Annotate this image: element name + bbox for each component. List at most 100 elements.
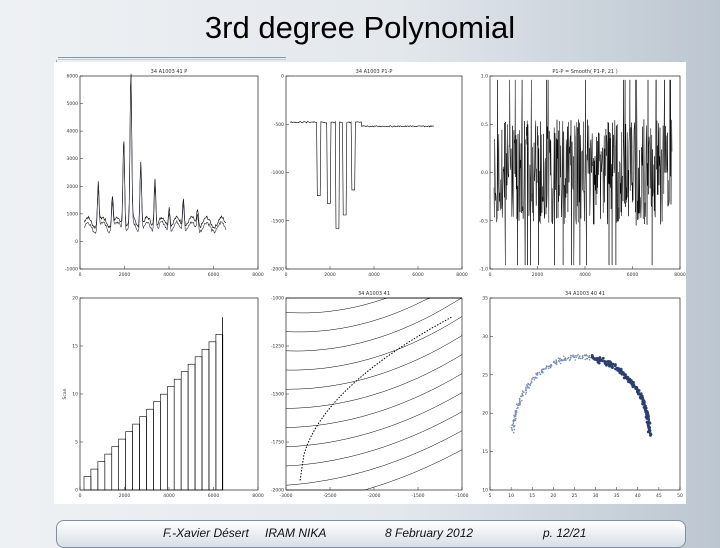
scatter-point (581, 357, 583, 360)
ytick-label: 5 (75, 440, 78, 446)
contour-curve (286, 335, 463, 390)
xtick-label: -1000 (455, 493, 468, 499)
scatter-point (555, 359, 557, 362)
scan-step-bar (167, 386, 175, 491)
contour-curve (285, 297, 462, 333)
xtick-label: 2000 (324, 272, 336, 278)
scatter-point (514, 411, 517, 414)
scatter-point (557, 357, 560, 360)
contour-curve (285, 392, 463, 448)
ytick-label: 1.0 (481, 74, 488, 80)
scatter-point (632, 380, 635, 384)
ytick-label: 20 (72, 296, 78, 302)
scatter-point (577, 357, 580, 360)
ytick-label: 0.5 (481, 122, 488, 128)
ytick-label: -1500 (271, 218, 284, 224)
plot-frame-5 (285, 297, 463, 491)
plot-title-2: 34 A1003 P1-P (356, 69, 393, 75)
ytick-label: -1.0 (479, 267, 488, 273)
scan-step-bar (173, 378, 182, 491)
ytick-label: 1000 (67, 211, 79, 217)
scatter-point (627, 380, 630, 384)
scatter-point (511, 429, 513, 432)
ytick-label: 0.0 (481, 170, 488, 176)
spectrum-trace (83, 78, 227, 234)
scan-step-bar (97, 461, 106, 491)
scatter-point (525, 391, 528, 394)
scan-step-bar (125, 431, 133, 491)
ytick-label: 0 (281, 74, 284, 80)
scatter-point (516, 403, 518, 406)
scatter-point (558, 359, 560, 362)
xtick-label: 6000 (208, 272, 220, 278)
scatter-point (572, 355, 574, 358)
scatter-point (536, 377, 538, 379)
scan-step-bar (139, 416, 147, 491)
scatter-point (577, 353, 579, 356)
xtick-label: 8000 (252, 493, 264, 499)
title-underline-shadow (58, 59, 286, 60)
xtick-label: 35 (614, 493, 620, 499)
scatter-point (521, 399, 523, 402)
contour-curve (285, 430, 463, 486)
ytick-label: 3000 (67, 156, 79, 162)
scatter-point (641, 402, 645, 406)
xtick-label: 20 (550, 493, 556, 499)
scan-step-bar (180, 371, 189, 491)
xtick-label: 30 (593, 493, 599, 499)
scatter-point (570, 355, 573, 357)
footer-author: F.-Xavier Désert (163, 526, 249, 540)
scatter-point (550, 365, 553, 367)
scatter-point (525, 384, 528, 386)
scatter-point (603, 360, 607, 364)
scatter-point (531, 378, 533, 380)
xtick-label: 50 (677, 493, 683, 499)
scatter-point (606, 362, 610, 366)
ytick-label: 4000 (67, 129, 79, 135)
ytick-label: 2000 (67, 184, 79, 190)
scatter-point (524, 389, 527, 392)
scatter-point (525, 387, 527, 390)
scatter-point (624, 373, 627, 377)
scatter-point (516, 404, 519, 407)
ytick-label: -1750 (271, 440, 284, 446)
ytick-label: 5000 (67, 101, 79, 107)
scatter-point (514, 425, 516, 427)
scatter-point (515, 411, 518, 414)
scatter-point (524, 393, 527, 395)
diagonal-track (299, 316, 452, 481)
scan-step-bar (90, 468, 99, 491)
scan-step-bar (194, 356, 203, 491)
ytick-label: 20 (482, 411, 488, 417)
plot-title-5: 34 A1003 41 (358, 291, 390, 297)
scatter-point (521, 392, 523, 395)
scan-step-bar (160, 393, 168, 491)
xtick-label: 8000 (674, 272, 686, 278)
scatter-point (543, 368, 546, 370)
scatter-point (601, 356, 605, 360)
xtick-label: 15 (529, 493, 535, 499)
plot-frame-2 (285, 75, 463, 270)
footer-page-number: p. 12/21 (543, 526, 587, 540)
scatter-point (562, 355, 565, 358)
title-underline (58, 57, 286, 58)
xtick-label: 8000 (252, 272, 264, 278)
scatter-point (511, 424, 514, 426)
xtick-label: -1500 (411, 493, 424, 499)
scatter-point (528, 387, 530, 389)
scatter-point (530, 382, 532, 385)
scatter-point (554, 362, 556, 365)
scatter-point (610, 365, 614, 369)
scatter-point (517, 406, 519, 409)
scatter-point (512, 431, 515, 434)
scatter-point (579, 357, 582, 360)
scatter-point (584, 358, 586, 361)
scatter-point (564, 357, 567, 359)
scatter-point (597, 361, 601, 365)
xtick-label: -2500 (323, 493, 336, 499)
xtick-label: 2000 (532, 272, 544, 278)
scatter-point (649, 434, 652, 437)
scatter-point (647, 426, 651, 429)
scan-step-bar (153, 401, 161, 491)
scatter-point (626, 376, 630, 379)
